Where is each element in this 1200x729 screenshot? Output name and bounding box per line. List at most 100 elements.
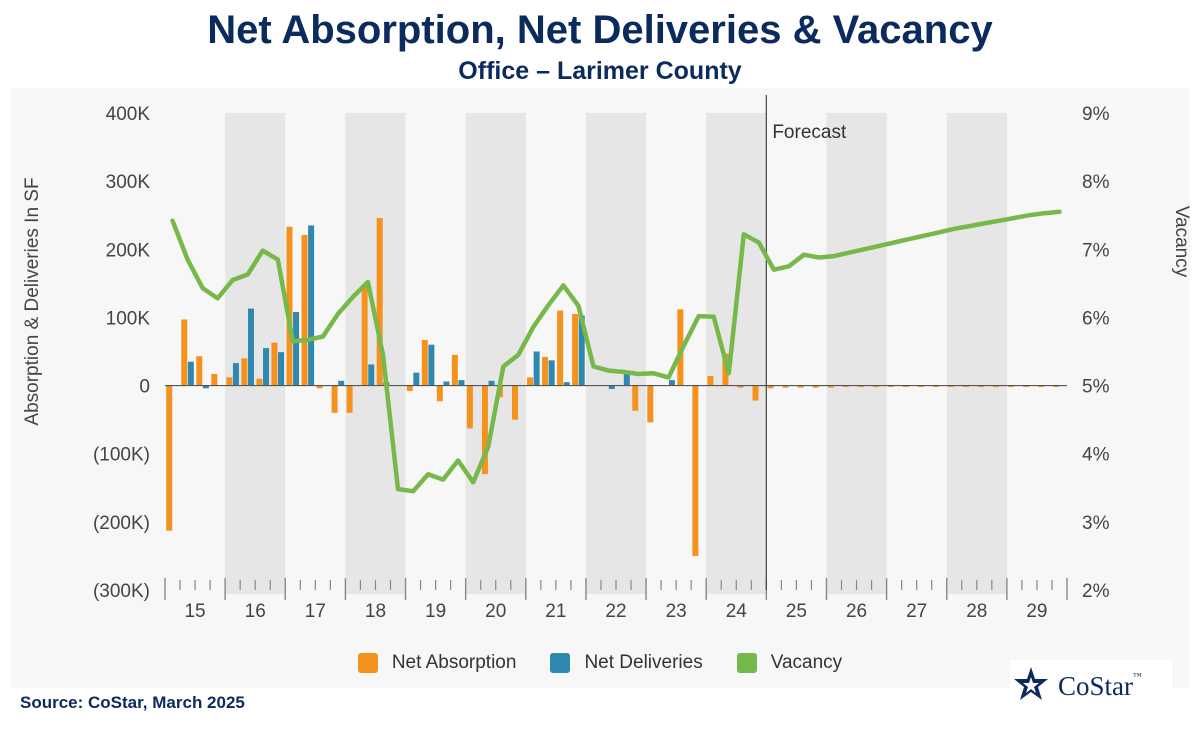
chart-subtitle: Office – Larimer County [458,57,742,85]
bar-net-deliveries [563,382,570,386]
y-tick-label: (100K) [93,445,150,466]
bar-net-absorption [346,385,353,413]
year-band-18 [345,113,406,594]
bar-net-absorption [632,385,639,411]
x-tick-label: 28 [966,601,987,622]
y2-tick-label: 5% [1082,377,1110,398]
source-note: Source: CoStar, March 2025 [20,693,245,712]
bar-net-absorption [887,385,894,387]
bar-net-absorption [1053,385,1060,387]
bar-net-absorption [451,354,458,386]
bar-net-absorption [436,385,443,402]
bar-net-absorption [481,385,488,475]
bar-net-absorption [812,385,819,388]
x-tick-label: 18 [365,601,386,622]
bar-net-absorption [511,385,518,420]
bar-net-absorption [226,377,233,386]
legend-item-vacancy[interactable]: Vacancy [736,652,843,674]
y-axis-ticks: 400K 300K 200K 100K 0 (100K) (200K) (300K) [93,104,150,602]
bar-net-absorption [421,339,428,386]
bar-net-absorption [872,385,879,387]
bar-net-absorption [196,356,203,386]
bar-net-deliveries [232,363,239,386]
bar-net-absorption [917,385,924,387]
bar-net-absorption [301,234,308,386]
bar-net-absorption [331,385,338,413]
legend-swatch-net-absorption [357,653,378,673]
x-tick-label: 17 [305,601,326,622]
legend-item-net-absorption[interactable]: Net Absorption [357,652,517,674]
bar-net-deliveries [263,348,270,386]
bar-net-absorption [241,358,248,386]
bar-net-absorption [1023,385,1030,387]
bar-net-absorption [557,310,564,386]
bar-net-absorption [737,385,744,388]
bar-net-absorption [542,356,549,386]
bar-net-absorption [256,378,263,386]
chart-legend: Net Absorption Net Deliveries Vacancy [0,650,1200,676]
costar-logo: CoStar™ [1010,660,1172,712]
bar-net-deliveries [202,385,209,389]
bar-net-deliveries [413,372,420,386]
bar-net-absorption [271,342,278,386]
bar-net-absorption [406,385,413,392]
bar-net-absorption [978,385,985,387]
y2-tick-label: 3% [1082,513,1110,534]
y2-tick-label: 4% [1082,445,1110,466]
x-tick-label: 19 [425,601,446,622]
bar-net-absorption [932,385,939,387]
legend-item-net-deliveries[interactable]: Net Deliveries [550,652,703,674]
chart-title: Net Absorption, Net Deliveries & Vacancy [207,8,993,52]
bar-net-absorption [857,385,864,387]
legend-swatch-net-deliveries [550,653,571,673]
bar-net-absorption [782,385,789,388]
bar-net-deliveries [458,380,465,386]
legend-label-net-absorption: Net Absorption [391,652,517,673]
year-bands [225,113,1007,594]
year-band-24 [706,113,767,594]
bar-net-absorption [527,377,534,386]
x-tick-label: 26 [846,601,867,622]
legend-swatch-vacancy [736,653,757,673]
bar-net-deliveries [533,351,540,386]
bar-net-absorption [842,385,849,387]
y2-tick-label: 8% [1082,172,1110,193]
bar-net-absorption [692,385,699,556]
bar-marks [166,217,1060,556]
bar-net-absorption [707,376,714,386]
bar-net-deliveries [278,352,285,386]
y2-axis-ticks: 9% 8% 7% 6% 5% 4% 3% 2% [1082,104,1110,602]
bar-net-absorption [1038,385,1045,387]
y2-tick-label: 2% [1082,581,1110,602]
y2-axis-label: Vacancy [1171,206,1192,278]
legend-label-vacancy: Vacancy [770,652,843,673]
y2-tick-label: 7% [1082,240,1110,261]
bar-net-deliveries [247,308,254,386]
forecast-label: Forecast [772,122,847,143]
y2-tick-label: 9% [1082,104,1110,125]
costar-logo-text: CoStar™ [1058,670,1142,701]
y-tick-label: 100K [106,308,151,329]
bar-net-absorption [466,385,473,429]
x-tick-label: 16 [245,601,266,622]
bar-net-absorption [361,285,368,386]
bar-net-absorption [181,319,188,386]
y-tick-label: 400K [106,104,151,125]
x-tick-label: 25 [786,601,807,622]
year-band-26 [826,113,887,594]
bar-net-absorption [211,373,218,386]
vacancy-line [170,209,1062,494]
bar-net-deliveries [623,372,630,386]
bar-net-absorption [767,385,774,389]
year-band-22 [585,113,647,594]
x-tick-label: 22 [605,601,626,622]
bar-net-deliveries [293,311,300,386]
year-band-20 [465,113,526,594]
bar-net-absorption [947,385,954,387]
bar-net-absorption [902,385,909,387]
year-band-28 [946,113,1007,594]
bar-net-deliveries [428,344,435,386]
bar-net-absorption [797,385,804,388]
bar-net-deliveries [488,380,495,386]
